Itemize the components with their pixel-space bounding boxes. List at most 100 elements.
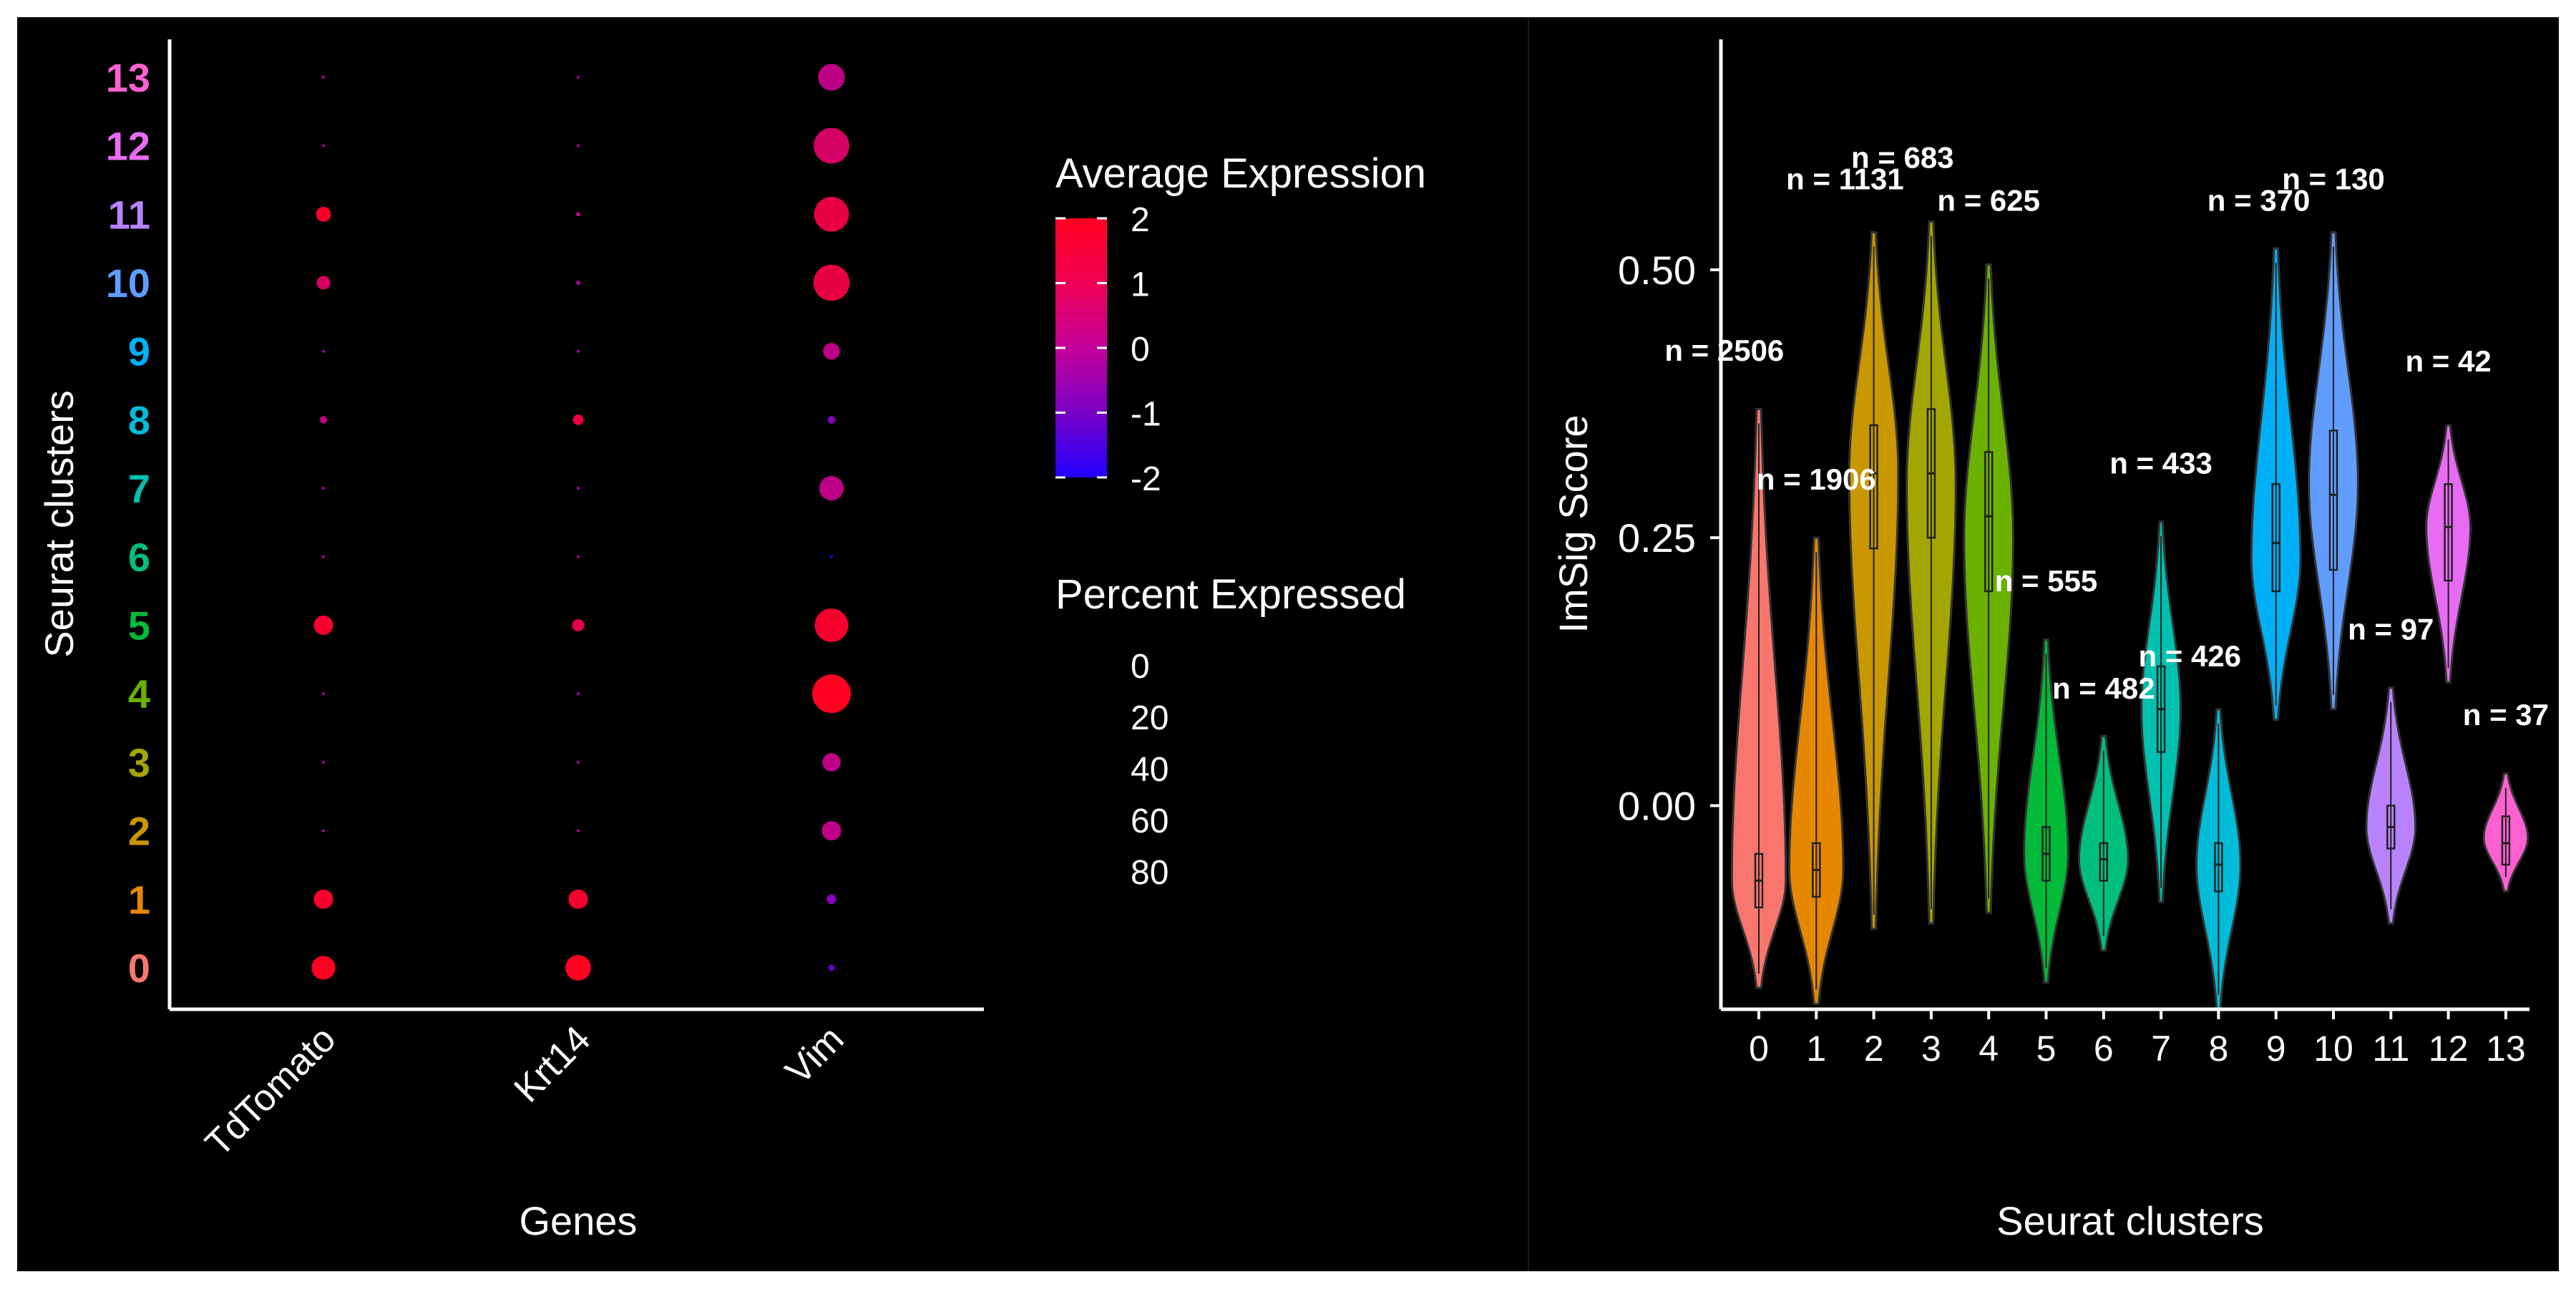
dot-plot-y-tick-label: 12: [106, 124, 150, 169]
expression-dot: [576, 144, 580, 147]
percent-expressed-legend-items: 0 20 40 60 80: [1060, 648, 1169, 892]
violin-count-label: n = 555: [1995, 564, 2098, 598]
violin-x-tick-label: 5: [2036, 1029, 2057, 1069]
violin-box: [1984, 451, 1994, 593]
dot-plot-y-tick-label: 3: [128, 740, 150, 785]
expression-dot: [829, 555, 834, 558]
expression-dot: [572, 414, 584, 425]
violin-y-tick-label: 0.25: [1618, 515, 1696, 560]
size-legend-dot: [1062, 803, 1096, 837]
violin-x-tick-label: 12: [2429, 1029, 2469, 1069]
expression-dot: [576, 692, 580, 696]
violin-box: [2501, 815, 2511, 866]
expression-dot: [576, 486, 580, 490]
violin-x-tick-label: 11: [2372, 1029, 2409, 1069]
average-expression-legend-title: Average Expression: [1055, 150, 1426, 197]
dot-plot-x-axis-title: Genes: [519, 1198, 638, 1243]
size-legend-label: 80: [1131, 854, 1169, 892]
expression-dot: [313, 616, 333, 635]
expression-dot: [321, 486, 326, 490]
violin-count-label: n = 433: [2109, 446, 2212, 480]
expression-dot: [576, 75, 580, 79]
violin-x-tick-label: 6: [2094, 1029, 2114, 1069]
left-panel-background: [17, 17, 1528, 1271]
colorbar-tick-label: 2: [1131, 201, 1150, 239]
expression-dot: [321, 692, 326, 696]
violin-count-label: n = 426: [2138, 639, 2241, 673]
dot-plot-y-tick-label: 1: [128, 877, 150, 922]
expression-dot: [821, 821, 841, 841]
violin-plot-x-axis-title: Seurat clusters: [1996, 1198, 2264, 1243]
dot-plot-marks: [311, 64, 851, 981]
expression-dot: [321, 144, 326, 147]
colorbar-tick-label: 1: [1131, 266, 1150, 304]
expression-dot: [814, 608, 849, 642]
violin-count-label: n = 683: [1851, 141, 1954, 175]
expression-dot: [812, 674, 851, 714]
dot-plot-y-tick-label: 9: [128, 329, 150, 374]
dot-plot-y-tick-label: 11: [108, 192, 150, 237]
violin-box: [1869, 424, 1878, 550]
violin-x-tick-label: 3: [1921, 1029, 1941, 1069]
dot-plot-y-axis-title: Seurat clusters: [36, 390, 82, 658]
violin-y-tick-label: 0.50: [1618, 248, 1696, 293]
violin-plot-x-tick-labels: 0 1 2 3 4 5 6 7 8 9 10 11 12 13: [1749, 1009, 2526, 1069]
violin-count-label: n = 625: [1937, 184, 2040, 218]
expression-dot: [813, 264, 850, 301]
size-legend-label: 60: [1131, 802, 1169, 840]
violin-plot: 0.000.250.50 0 1 2 3 4 5 6 7 8 9 10 11 12 13 n = 2506…: [1551, 39, 2549, 1243]
violin-x-tick-label: 0: [1749, 1029, 1769, 1069]
expression-dot: [321, 555, 326, 558]
expression-dot: [321, 349, 326, 353]
violin-plot-y-ticks: 0.00 0.25 0.50: [1618, 248, 1721, 829]
violin-x-tick-label: 2: [1864, 1029, 1884, 1069]
violin-x-tick-label: 1: [1806, 1029, 1826, 1069]
expression-dot: [321, 760, 326, 764]
expression-dot: [822, 753, 841, 772]
violin-x-tick-label: 4: [1979, 1029, 1999, 1069]
expression-dot: [321, 829, 326, 832]
dot-plot-y-tick-label: 4: [128, 671, 150, 717]
dot-plot-y-tick-label: 2: [128, 809, 150, 854]
size-legend-dot: [1065, 754, 1093, 783]
expression-dot: [321, 75, 326, 79]
expression-dot: [828, 964, 835, 971]
dot-plot-y-tick-label: 8: [128, 397, 150, 442]
expression-dot: [814, 127, 849, 164]
violin-box: [2328, 429, 2338, 571]
expression-dot: [818, 64, 845, 91]
expression-dot: [319, 416, 328, 424]
colorbar-tick-label: -2: [1131, 460, 1161, 498]
violin-x-tick-label: 13: [2486, 1029, 2526, 1069]
violin-x-tick-label: 10: [2313, 1029, 2353, 1069]
expression-dot: [565, 955, 591, 981]
violin-count-label: n = 97: [2348, 612, 2434, 646]
expression-dot: [316, 276, 331, 290]
violin-box: [2099, 842, 2109, 882]
expression-dot: [313, 889, 333, 909]
violin-count-label: n = 37: [2463, 698, 2549, 732]
violin-box: [2214, 842, 2223, 893]
percent-expressed-legend-title: Percent Expressed: [1055, 571, 1406, 618]
dot-plot-y-tick-label: 0: [128, 946, 150, 991]
expression-dot: [576, 829, 580, 832]
expression-dot: [576, 760, 580, 764]
violin-x-tick-label: 8: [2208, 1029, 2228, 1069]
violin-count-label: n = 370: [2207, 184, 2311, 218]
expression-dot: [576, 555, 580, 558]
expression-dot: [814, 196, 849, 232]
dot-plot-y-tick-label: 10: [106, 261, 150, 306]
violin-box: [2271, 483, 2280, 593]
size-legend-dot: [1060, 853, 1098, 891]
violin-box: [2444, 483, 2453, 582]
violin-count-label: n = 1906: [1757, 462, 1876, 496]
expression-dot: [311, 956, 336, 980]
dot-plot-y-tick-label: 13: [106, 55, 150, 100]
violin-x-tick-label: 7: [2151, 1029, 2171, 1069]
expression-dot: [819, 476, 844, 501]
violin-plot-y-axis-title: ImSig Score: [1551, 415, 1596, 633]
